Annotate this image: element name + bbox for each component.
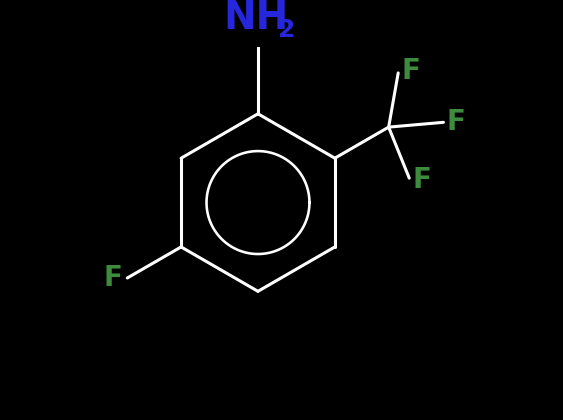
Text: F: F xyxy=(412,166,431,194)
Text: NH: NH xyxy=(224,0,289,37)
Text: F: F xyxy=(446,108,466,136)
Text: F: F xyxy=(104,264,123,292)
Text: F: F xyxy=(401,57,420,85)
Text: 2: 2 xyxy=(278,18,295,42)
